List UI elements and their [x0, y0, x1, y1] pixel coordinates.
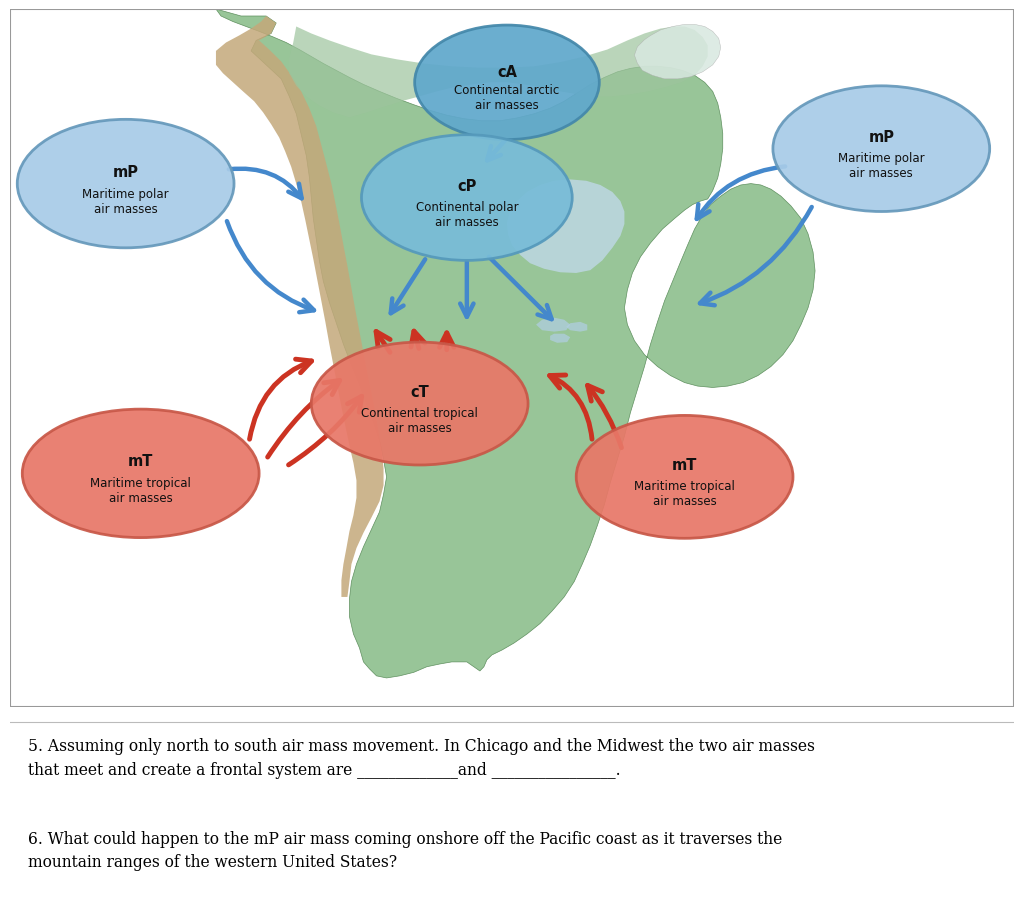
Text: Continental tropical
air masses: Continental tropical air masses [361, 406, 478, 435]
Ellipse shape [17, 119, 234, 248]
Ellipse shape [23, 409, 259, 538]
Text: Maritime polar
air masses: Maritime polar air masses [838, 152, 925, 180]
Text: Continental arctic
air masses: Continental arctic air masses [455, 85, 559, 113]
Polygon shape [289, 26, 708, 117]
Text: mT: mT [128, 454, 154, 469]
Polygon shape [537, 318, 570, 332]
Text: cP: cP [457, 178, 476, 194]
Ellipse shape [577, 415, 793, 538]
Text: Continental polar
air masses: Continental polar air masses [416, 201, 518, 229]
Ellipse shape [311, 342, 528, 465]
Text: Maritime tropical
air masses: Maritime tropical air masses [634, 480, 735, 508]
Text: cA: cA [497, 65, 517, 79]
Text: mP: mP [113, 165, 138, 179]
Ellipse shape [361, 135, 572, 260]
Polygon shape [216, 16, 384, 597]
Polygon shape [550, 333, 570, 342]
Ellipse shape [773, 86, 989, 212]
Polygon shape [507, 179, 625, 273]
Polygon shape [635, 24, 721, 78]
Text: mP: mP [868, 130, 894, 145]
Text: 6. What could happen to the mP air mass coming onshore off the Pacific coast as : 6. What could happen to the mP air mass … [29, 831, 782, 871]
Text: cT: cT [411, 385, 429, 400]
Polygon shape [216, 9, 815, 678]
Text: Maritime polar
air masses: Maritime polar air masses [82, 187, 169, 215]
Polygon shape [566, 322, 588, 332]
Text: mT: mT [672, 459, 697, 473]
Text: Maritime tropical
air masses: Maritime tropical air masses [90, 478, 191, 505]
Text: 5. Assuming only north to south air mass movement. In Chicago and the Midwest th: 5. Assuming only north to south air mass… [29, 739, 815, 779]
Ellipse shape [415, 25, 599, 140]
